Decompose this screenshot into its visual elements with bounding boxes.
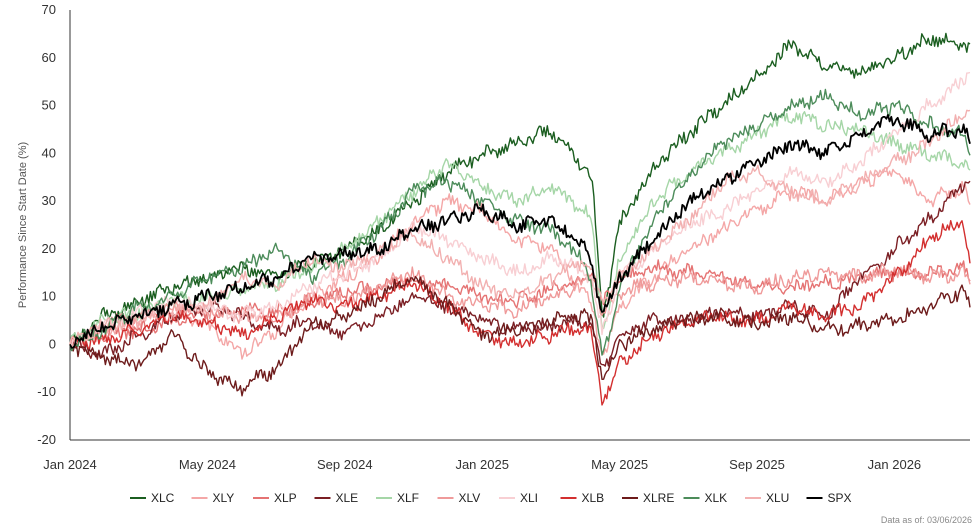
y-axis-title: Performance Since Start Date (%) <box>17 142 29 308</box>
legend: XLC XLY XLP XLE XLF XLV XLI XLB XLRE XLK XLU SPX <box>130 491 852 505</box>
y-tick-label: -20 <box>37 432 56 447</box>
x-tick-labels: Jan 2024 May 2024 Sep 2024 Jan 2025 May 2025… <box>43 457 921 472</box>
series-line-xlb <box>69 220 971 406</box>
series-line-xlk <box>69 88 971 356</box>
y-tick-labels: -20 -10 0 10 20 30 40 50 60 70 <box>37 2 56 447</box>
axes <box>69 10 970 441</box>
legend-label-xly: XLY <box>213 491 235 505</box>
legend-label-xli: XLI <box>520 491 538 505</box>
y-tick-label: 60 <box>42 50 56 65</box>
legend-label-xlre: XLRE <box>643 491 674 505</box>
y-tick-label: 30 <box>42 193 56 208</box>
legend-label-xlk: XLK <box>705 491 728 505</box>
x-tick-label: Sep 2025 <box>729 457 785 472</box>
legend-label-xle: XLE <box>336 491 359 505</box>
y-tick-label: 50 <box>42 98 56 113</box>
series-lines <box>69 32 971 406</box>
y-tick-label: 40 <box>42 145 56 160</box>
x-tick-label: Jan 2026 <box>868 457 922 472</box>
y-tick-label: 10 <box>42 289 56 304</box>
legend-label-xlf: XLF <box>397 491 419 505</box>
x-tick-label: May 2024 <box>179 457 236 472</box>
x-tick-label: May 2025 <box>591 457 648 472</box>
legend-label-spx: SPX <box>828 491 852 505</box>
x-tick-label: Jan 2024 <box>43 457 97 472</box>
series-line-spx <box>69 114 971 349</box>
series-line-xlv <box>69 263 971 347</box>
y-tick-label: 70 <box>42 2 56 17</box>
series-line-xlre <box>69 276 971 397</box>
x-tick-label: Sep 2024 <box>317 457 373 472</box>
series-line-xlp <box>69 259 971 349</box>
legend-label-xlc: XLC <box>151 491 175 505</box>
x-tick-label: Jan 2025 <box>455 457 509 472</box>
legend-label-xlv: XLV <box>459 491 481 505</box>
legend-label-xlu: XLU <box>766 491 789 505</box>
series-line-xlc <box>69 32 971 345</box>
series-line-xli <box>69 71 971 346</box>
y-tick-label: 0 <box>49 336 56 351</box>
footnote: Data as of: 03/06/2026 <box>881 515 972 525</box>
y-tick-label: -10 <box>37 384 56 399</box>
y-tick-label: 20 <box>42 241 56 256</box>
legend-label-xlb: XLB <box>582 491 605 505</box>
legend-label-xlp: XLP <box>274 491 297 505</box>
